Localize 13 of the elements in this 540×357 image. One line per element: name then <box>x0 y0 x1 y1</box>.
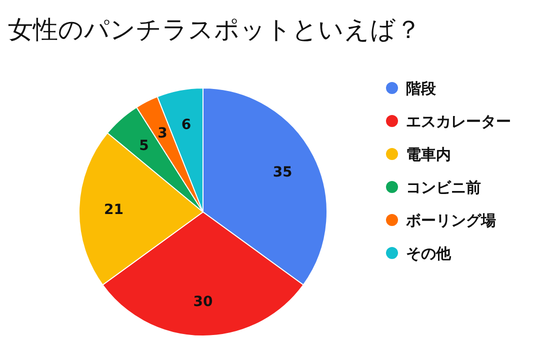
legend-label: ボーリング場 <box>405 211 496 230</box>
data-label: 21 <box>104 202 124 218</box>
data-label: 3 <box>158 125 168 142</box>
legend-label: コンビニ前 <box>406 178 481 196</box>
legend-label: その他 <box>406 244 452 262</box>
legend-label: 階段 <box>406 79 437 98</box>
data-label: 6 <box>181 117 192 134</box>
legend-label: エスカレーター <box>406 112 511 130</box>
data-label: 30 <box>193 294 213 310</box>
chart-title: 女性のパンチラスポットといえば？ <box>8 15 421 44</box>
data-label: 35 <box>272 164 292 180</box>
legend-label: 電車内 <box>406 145 451 164</box>
data-label: 5 <box>139 138 149 154</box>
